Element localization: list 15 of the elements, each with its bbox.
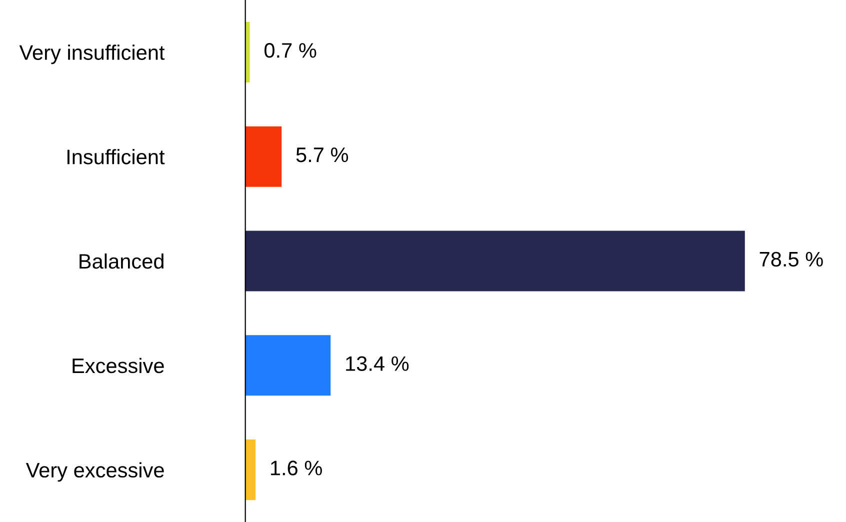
- y-tick-label: Insufficient: [67, 149, 165, 164]
- bar: [245, 335, 331, 396]
- bar: [245, 230, 745, 292]
- y-tick-label: Excessive: [72, 358, 164, 374]
- bar: [245, 126, 282, 187]
- data-label: 13.4 %: [346, 356, 409, 371]
- data-label: 1.6 %: [271, 460, 322, 476]
- y-tick-label: Very excessive: [26, 462, 164, 482]
- data-label: 78.5 %: [760, 252, 823, 267]
- bar: [245, 22, 250, 82]
- bar: [245, 440, 256, 500]
- data-label: 5.7 %: [296, 148, 348, 162]
- y-tick-label: Very insufficient: [19, 44, 165, 64]
- data-label: 0.7 %: [264, 43, 316, 58]
- y-tick-label: Balanced: [80, 253, 164, 269]
